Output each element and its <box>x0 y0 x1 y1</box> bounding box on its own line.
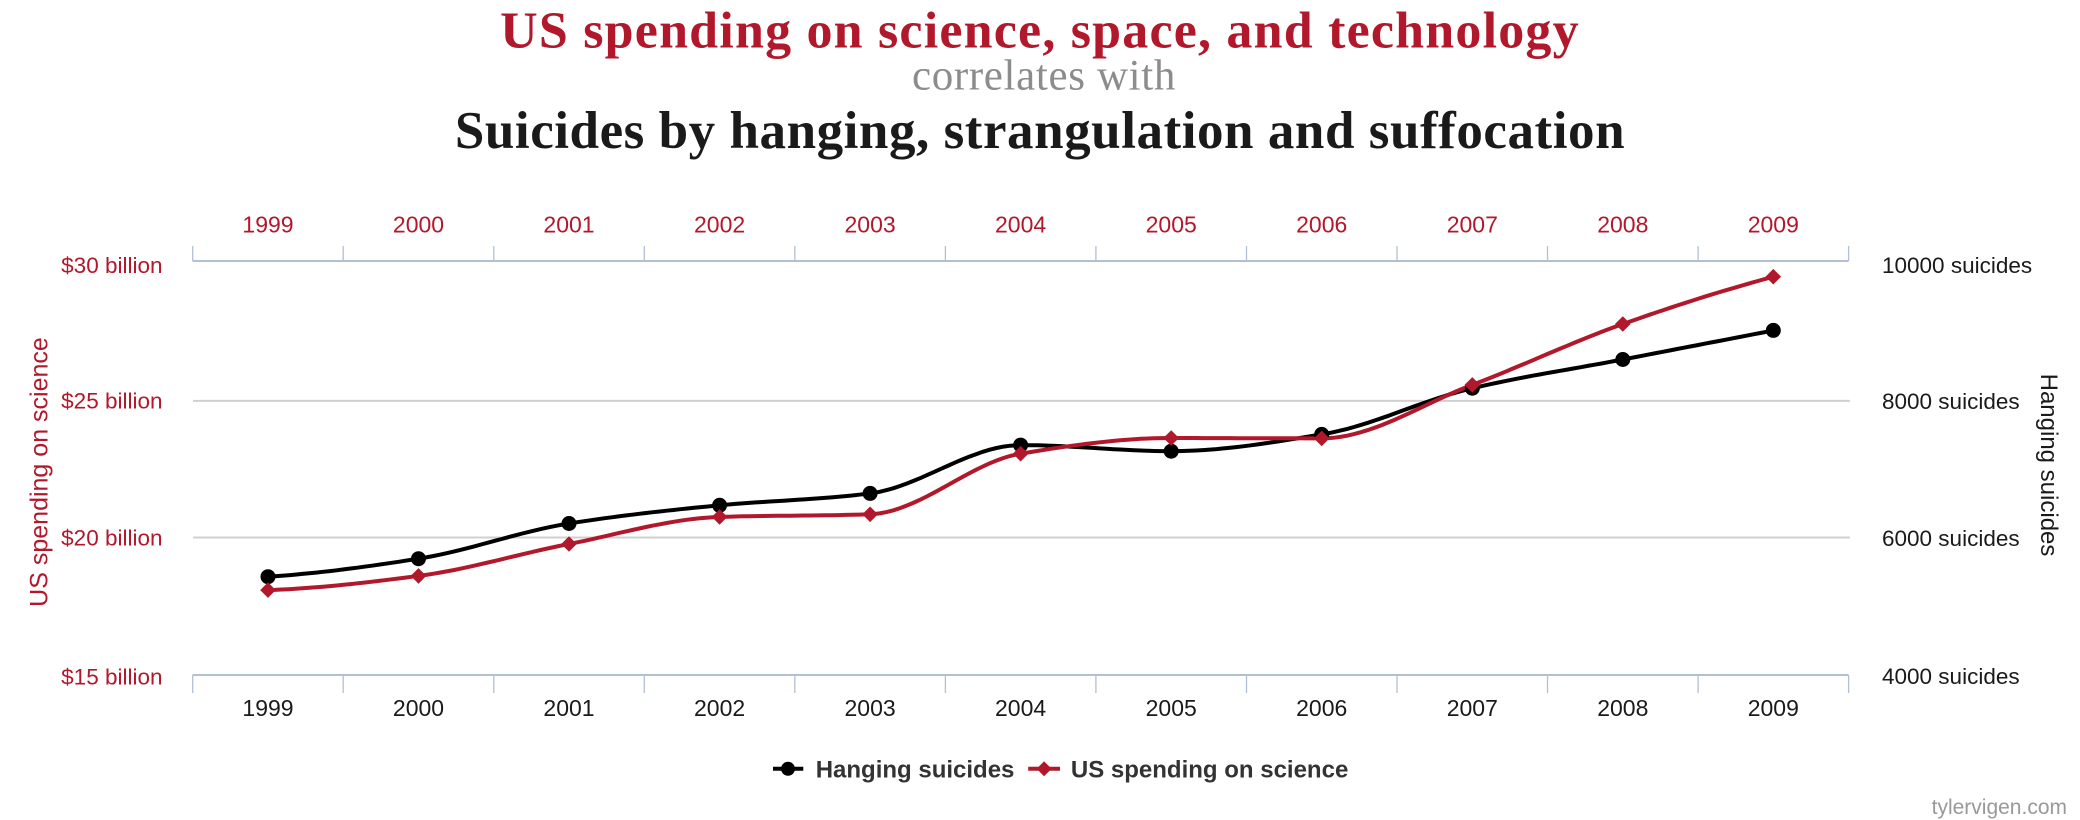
svg-text:2005: 2005 <box>1146 695 1197 721</box>
svg-text:US spending on science: US spending on science <box>1071 756 1348 783</box>
svg-text:2000: 2000 <box>393 212 444 238</box>
svg-text:2009: 2009 <box>1748 695 1799 721</box>
svg-text:2005: 2005 <box>1146 212 1197 238</box>
svg-text:2002: 2002 <box>694 212 745 238</box>
svg-text:Hanging suicides: Hanging suicides <box>816 756 1015 783</box>
svg-text:correlates with: correlates with <box>912 52 1176 99</box>
svg-text:2004: 2004 <box>995 695 1046 721</box>
svg-text:2007: 2007 <box>1447 212 1498 238</box>
svg-text:$25 billion: $25 billion <box>61 389 162 414</box>
svg-text:2008: 2008 <box>1597 212 1648 238</box>
svg-text:2009: 2009 <box>1748 212 1799 238</box>
svg-text:2003: 2003 <box>845 695 896 721</box>
svg-text:Suicides by hanging, strangula: Suicides by hanging, strangulation and s… <box>455 102 1625 160</box>
svg-text:2000: 2000 <box>393 695 444 721</box>
svg-text:$15 billion: $15 billion <box>61 665 162 690</box>
svg-text:Hanging suicides: Hanging suicides <box>2035 374 2062 557</box>
svg-text:2006: 2006 <box>1296 212 1347 238</box>
svg-text:US spending on science: US spending on science <box>26 337 54 607</box>
svg-text:1999: 1999 <box>242 212 293 238</box>
svg-text:1999: 1999 <box>242 695 293 721</box>
svg-text:8000 suicides: 8000 suicides <box>1882 389 2020 414</box>
svg-text:2001: 2001 <box>543 695 594 721</box>
svg-text:6000 suicides: 6000 suicides <box>1882 526 2020 551</box>
svg-text:$20 billion: $20 billion <box>61 526 162 551</box>
svg-text:10000 suicides: 10000 suicides <box>1882 253 2032 278</box>
svg-text:2006: 2006 <box>1296 695 1347 721</box>
svg-text:$30 billion: $30 billion <box>61 253 162 278</box>
svg-text:2002: 2002 <box>694 695 745 721</box>
svg-text:US spending on science, space,: US spending on science, space, and techn… <box>500 3 1580 60</box>
svg-text:4000 suicides: 4000 suicides <box>1882 664 2020 689</box>
svg-text:2008: 2008 <box>1597 695 1648 721</box>
svg-text:2004: 2004 <box>995 212 1046 238</box>
svg-text:2007: 2007 <box>1447 695 1498 721</box>
svg-text:2003: 2003 <box>845 212 896 238</box>
svg-text:2001: 2001 <box>543 212 594 238</box>
svg-text:tylervigen.com: tylervigen.com <box>1932 796 2067 819</box>
